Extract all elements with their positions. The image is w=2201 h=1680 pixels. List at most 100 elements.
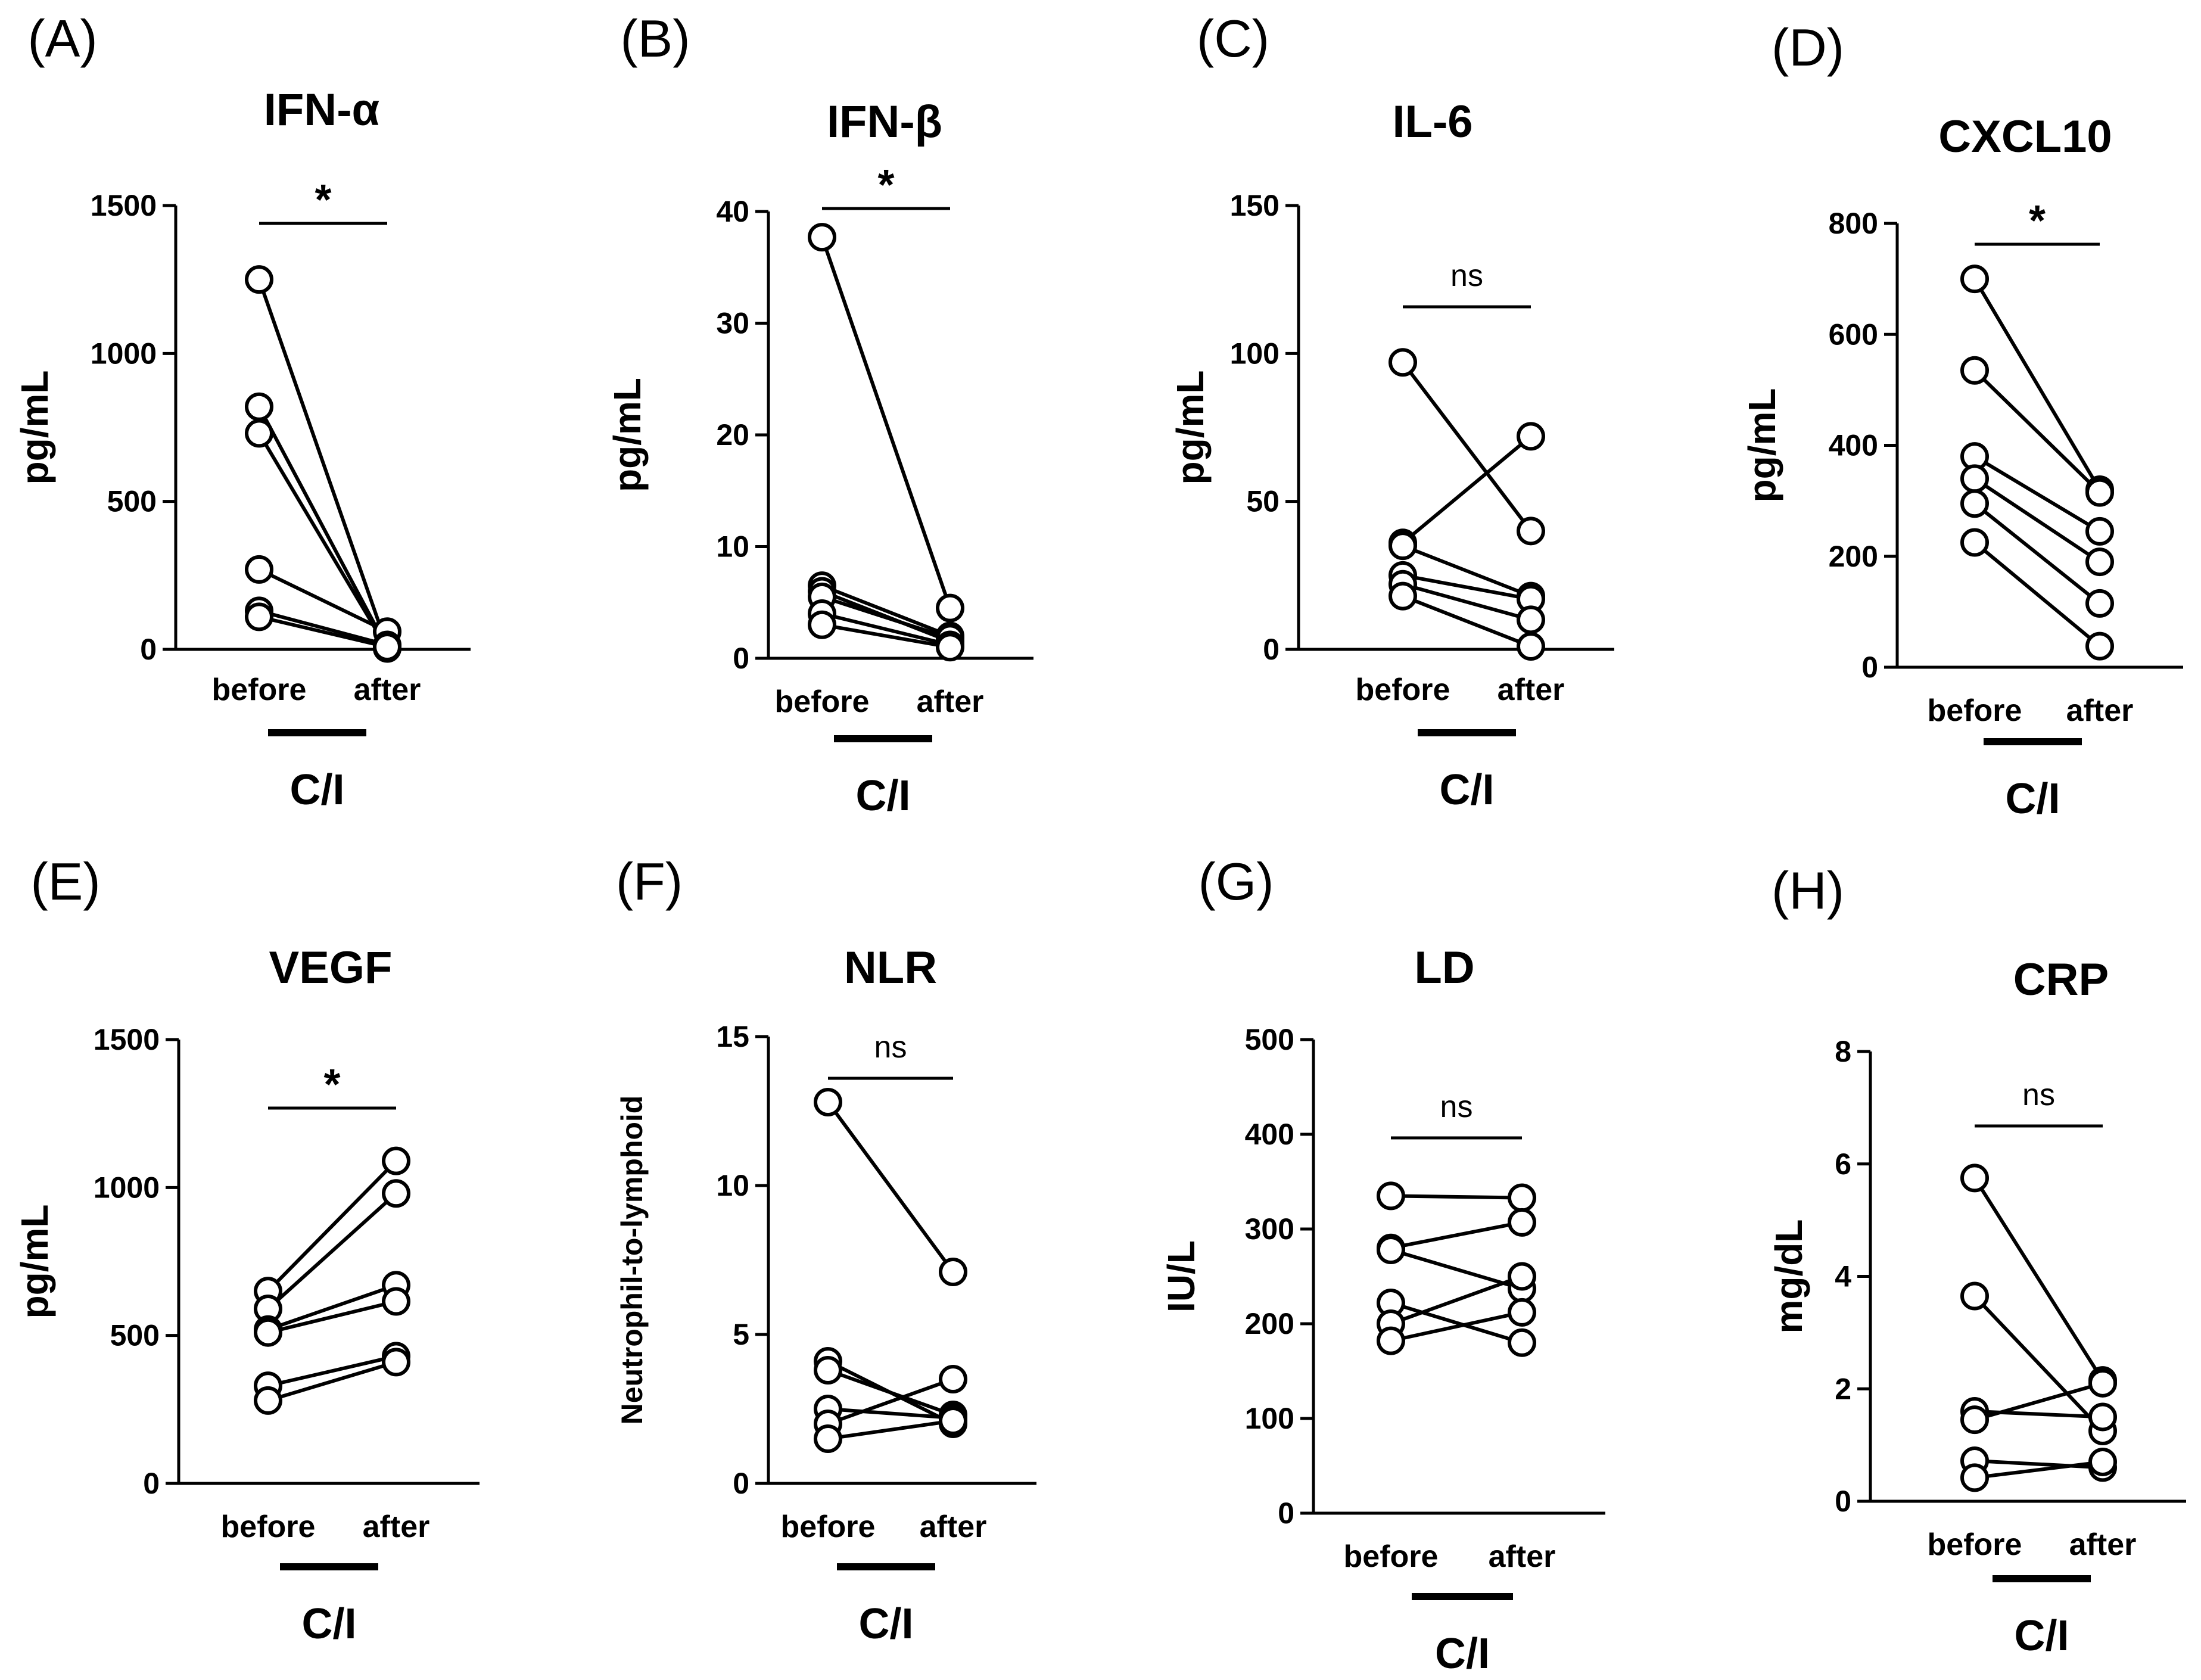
panel-d-pair-line-1 <box>1973 278 2102 491</box>
panel-d-point-after-3 <box>2085 517 2114 546</box>
panel-b-pair-line-5 <box>821 612 951 647</box>
panel-f-y-label: Neutrophil-to-lymphoid <box>615 1096 649 1425</box>
panel-f-pair-line-3 <box>827 1368 954 1417</box>
panel-a-x-tick-label-after: after <box>354 673 421 707</box>
panel-b-point-after-6 <box>936 633 964 662</box>
panel-c-point-after-2 <box>1517 422 1545 451</box>
panel-e-x-tick-label-after: after <box>363 1510 430 1544</box>
panel-d-group-label: C/I <box>2005 775 2060 823</box>
panel-b-pair-line-6 <box>821 623 951 649</box>
panel-g-letter: (G) <box>1198 852 1274 911</box>
panel-d-significance-label: * <box>2029 197 2046 245</box>
panel-f-point-after-6 <box>939 1407 967 1435</box>
panel-d-point-before-6 <box>1960 528 1989 557</box>
panel-e-pair-line-3 <box>267 1283 397 1331</box>
panel-e-point-before-4 <box>254 1318 282 1347</box>
panel-f-group-label: C/I <box>858 1600 913 1648</box>
panel-f-pair-line-1 <box>826 1101 955 1273</box>
panel-d-point-before-4 <box>1960 464 1989 493</box>
panel-f-title: NLR <box>844 942 937 993</box>
panel-a-title: IFN-α <box>264 85 379 135</box>
panel-a-group-label: C/I <box>289 766 344 814</box>
panel-c-point-before-6 <box>1389 581 1417 611</box>
panel-h-pair-line-4 <box>1974 1381 2103 1422</box>
panel-g-y-tick-label: 0 <box>1278 1497 1294 1530</box>
panel-d-y-tick-label: 600 <box>1829 318 1878 351</box>
panel-d-point-after-6 <box>2085 631 2114 661</box>
panel-g-group-label: C/I <box>1435 1630 1490 1678</box>
panel-d-title: CXCL10 <box>1938 111 2112 162</box>
panel-b-y-tick-label: 40 <box>716 195 749 228</box>
panel-a-x-tick-label-before: before <box>212 673 307 707</box>
panel-a-pair-line-3 <box>257 432 389 650</box>
panel-a-pair-line-5 <box>259 609 388 647</box>
panel-d-pair-line-3 <box>1973 455 2101 533</box>
panel-b-title: IFN-β <box>827 97 942 147</box>
panel-b-y-tick-label: 30 <box>716 307 749 340</box>
panel-e-y-label: pg/mL <box>13 1205 56 1319</box>
panel-a-point-before-4 <box>245 555 273 584</box>
panel-g-point-before-6 <box>1377 1326 1405 1355</box>
panel-a-significance-label: * <box>315 176 331 224</box>
panel-e-letter: (E) <box>30 852 100 911</box>
panel-c-pair-line-4 <box>1402 573 1531 601</box>
panel-e-y-tick-label: 500 <box>110 1319 160 1352</box>
panel-g-pair-line-4 <box>1390 1301 1523 1345</box>
panel-f-pair-line-4 <box>827 1407 954 1420</box>
panel-d-y-tick-label: 0 <box>1861 651 1878 684</box>
panel-b-significance-label: * <box>877 161 894 209</box>
panel-d-pair-line-2 <box>1973 369 2102 494</box>
panel-b-x-tick-label-before: before <box>775 685 870 719</box>
panel-b-point-before-6 <box>808 610 836 639</box>
panel-h-y-tick-label: 0 <box>1835 1485 1851 1518</box>
panel-h-letter: (H) <box>1772 861 1844 920</box>
panel-e-point-before-6 <box>254 1386 282 1415</box>
panel-c-point-after-6 <box>1517 632 1545 661</box>
panel-g-point-before-1 <box>1377 1181 1405 1211</box>
panel-d-point-before-2 <box>1960 356 1989 385</box>
panel-g-y-tick-label: 200 <box>1245 1307 1294 1340</box>
panel-e-x-tick-label-before: before <box>221 1510 316 1544</box>
panel-c-letter: (C) <box>1197 9 1269 68</box>
panel-a-y-label: pg/mL <box>13 371 56 485</box>
panel-d-y-label: pg/mL <box>1741 388 1783 503</box>
panel-a-point-after-6 <box>373 633 401 662</box>
panel-f-y-tick-label: 10 <box>716 1169 749 1202</box>
panel-c-point-after-5 <box>1517 605 1545 634</box>
panel-h-point-after-6 <box>2088 1447 2117 1476</box>
panel-d-pair-line-4 <box>1973 477 2101 564</box>
panel-f-point-after-5 <box>939 1365 967 1393</box>
panel-f-letter: (F) <box>616 852 683 911</box>
panel-h-point-after-4 <box>2088 1368 2117 1398</box>
panel-d-point-after-4 <box>2085 547 2114 577</box>
panel-g-pair-line-6 <box>1390 1310 1523 1343</box>
panel-f-y-tick-label: 5 <box>733 1318 749 1351</box>
panel-c-point-before-1 <box>1389 348 1417 377</box>
panel-b-pair-line-2 <box>821 584 951 638</box>
panel-f-x-tick-label-before: before <box>781 1510 876 1544</box>
panel-a-pair-line-6 <box>259 615 388 649</box>
panel-d-point-before-5 <box>1960 489 1989 518</box>
panel-h-pair-line-6 <box>1974 1460 2103 1480</box>
panel-b-pair-line-1 <box>820 237 952 609</box>
panel-a-pair-line-2 <box>257 406 389 649</box>
panel-a-pair-line-1 <box>257 279 389 648</box>
panel-d-y-tick-label: 200 <box>1829 540 1878 573</box>
panel-b-y-tick-label: 0 <box>733 642 749 675</box>
panel-c-point-after-1 <box>1517 517 1545 546</box>
panel-b-y-label: pg/mL <box>606 378 649 492</box>
panel-f-pair-line-5 <box>827 1377 954 1426</box>
panel-c-significance-label: ns <box>1450 259 1483 293</box>
panel-e-point-after-6 <box>382 1348 410 1377</box>
panel-c-y-tick-label: 100 <box>1230 337 1279 370</box>
panel-h-point-before-6 <box>1960 1463 1989 1492</box>
panel-a-point-before-6 <box>245 602 273 631</box>
panel-d-point-before-1 <box>1960 265 1989 294</box>
panel-c-pair-line-2 <box>1402 435 1532 545</box>
panel-d-y-tick-label: 800 <box>1829 207 1878 240</box>
panel-a-letter: (A) <box>27 9 97 68</box>
panel-e-pair-line-6 <box>267 1360 397 1402</box>
panel-h-x-tick-label-after: after <box>2069 1527 2137 1562</box>
panel-c-group-label: C/I <box>1439 766 1494 814</box>
